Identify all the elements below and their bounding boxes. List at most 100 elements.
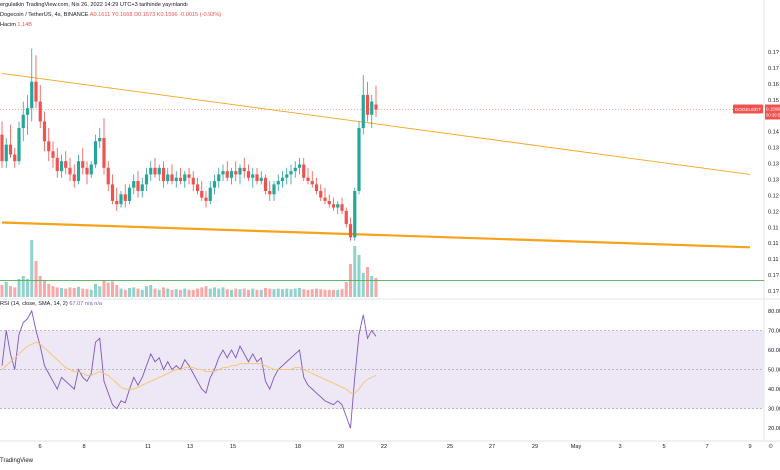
volume-bar	[21, 276, 25, 297]
candle-body	[140, 184, 144, 191]
volume-bar	[47, 283, 51, 297]
price-axis-label: 0.13	[768, 146, 779, 152]
volume-bar	[204, 286, 208, 297]
rsi-line[interactable]	[1, 309, 377, 429]
candle-body	[68, 167, 72, 175]
candle-body	[98, 138, 102, 142]
candle-body	[55, 157, 59, 172]
x-axis-label: 3	[618, 444, 621, 450]
candle-body	[119, 194, 123, 205]
volume-bar	[353, 246, 357, 297]
symbol-legend[interactable]: Dogecoin / TetherUS, 4s, BINANCE A0.1611…	[0, 12, 221, 18]
candle-body	[327, 200, 331, 205]
candle-body	[8, 144, 13, 155]
candle-body	[13, 154, 17, 162]
volume-bar	[344, 282, 348, 297]
rsi-axis-label: 70.00	[768, 328, 780, 334]
x-axis-label: 13	[187, 444, 193, 450]
settings-icon[interactable]: ⚙	[768, 443, 773, 450]
candle-body	[263, 177, 268, 191]
candle-body	[221, 171, 225, 175]
candle-body	[204, 197, 208, 201]
candle-body	[136, 181, 140, 191]
volume-bar	[26, 279, 29, 297]
last-price-value: 0.1596	[766, 107, 780, 112]
candle-body	[89, 164, 93, 175]
published-by-text: ergulatkin TradingView.com, Nis 26, 2022…	[0, 2, 188, 8]
price-axis-label: 0.15	[768, 98, 779, 104]
candle-body	[153, 167, 157, 175]
candle-body	[157, 167, 161, 175]
volume-bar	[276, 288, 280, 297]
volume-bar	[191, 289, 195, 297]
candle-body	[217, 174, 221, 182]
volume-bar	[281, 289, 284, 297]
candle-body	[246, 171, 251, 178]
volume-bar	[247, 289, 250, 297]
candle-body	[81, 161, 85, 168]
candle-body	[93, 141, 98, 165]
candle-body	[238, 167, 242, 175]
volume-bar	[259, 289, 263, 297]
volume-bar	[30, 240, 34, 297]
trendline-lower[interactable]	[1, 221, 751, 249]
volume-bar	[60, 288, 63, 297]
x-axis-label: 27	[489, 444, 495, 450]
volume-bar	[289, 289, 293, 297]
volume-legend[interactable]: Hacim 1.14B	[0, 22, 32, 28]
candle-body	[361, 94, 365, 129]
volume-bar	[94, 283, 97, 297]
volume-bar	[293, 288, 297, 297]
volume-bar	[285, 288, 289, 297]
price-axis-label: 0.1?	[768, 273, 779, 279]
volume-bar	[366, 267, 369, 297]
x-axis-label: May	[571, 444, 582, 450]
volume-bar	[323, 289, 327, 297]
price-axis-label: 0.11	[768, 225, 778, 231]
volume-bar	[89, 289, 93, 297]
tradingview-logo-text[interactable]: TradingView	[0, 458, 34, 464]
volume-bar	[238, 289, 242, 297]
symbol-price-tag[interactable]	[733, 104, 763, 114]
volume-bar	[170, 289, 174, 297]
candle-body	[374, 104, 378, 110]
price-axis-label: 0.13	[768, 162, 779, 168]
rsi-axis-label: 80.00	[768, 309, 780, 315]
candle-body	[251, 174, 255, 178]
volume-bar	[64, 288, 68, 297]
volume-bar	[310, 289, 314, 297]
volume-bar	[162, 287, 165, 297]
candle-body	[183, 174, 187, 182]
candle-body	[323, 197, 327, 201]
volume-bar	[38, 276, 42, 297]
candle-body	[72, 174, 76, 182]
rsi-axis-label: 20.00	[768, 426, 780, 432]
x-axis-label: 18	[295, 444, 301, 450]
candle-body	[242, 167, 246, 172]
volume-bar	[77, 286, 80, 297]
volume-bar	[136, 288, 140, 297]
ohlc-low: D0.1573	[134, 12, 156, 18]
rsi-value: 67.07	[69, 301, 84, 307]
last-price-tag[interactable]	[765, 104, 780, 120]
symbol-name: Dogecoin / TetherUS, 4s, BINANCE	[0, 12, 89, 18]
ohlc-close: K0.1596	[156, 12, 178, 18]
candle-body	[340, 204, 344, 211]
volume-bar	[332, 289, 335, 297]
candle-body	[144, 174, 149, 185]
volume-value: 1.14B	[17, 22, 33, 28]
volume-bar	[302, 289, 306, 297]
trendline-upper[interactable]	[1, 72, 751, 175]
rsi-legend[interactable]: RSI (14, close, SMA, 14, 2) 67.07 n/a n/…	[0, 301, 102, 307]
volume-bar	[51, 286, 55, 297]
candle-body	[234, 171, 238, 175]
price-axis-label: 0.11	[768, 257, 778, 263]
x-axis-label: 8	[82, 444, 85, 450]
rsi-ma-line[interactable]	[1, 341, 377, 394]
x-axis-label: 29	[532, 444, 538, 450]
volume-bar	[221, 287, 225, 297]
volume-bar	[149, 285, 153, 297]
x-axis-label: 22	[381, 444, 387, 450]
volume-bar	[234, 288, 238, 297]
